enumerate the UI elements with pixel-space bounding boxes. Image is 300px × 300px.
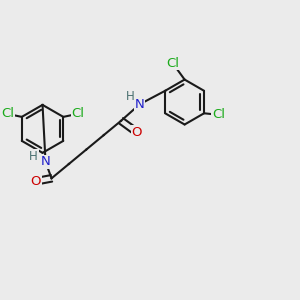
Text: Cl: Cl [1, 107, 14, 120]
Text: N: N [41, 155, 50, 168]
Text: Cl: Cl [212, 108, 225, 121]
Text: Cl: Cl [71, 107, 84, 120]
Text: Cl: Cl [166, 57, 179, 70]
Text: O: O [131, 126, 142, 139]
Text: O: O [31, 175, 41, 188]
Text: H: H [126, 90, 135, 103]
Text: H: H [29, 150, 38, 163]
Text: N: N [135, 98, 145, 111]
